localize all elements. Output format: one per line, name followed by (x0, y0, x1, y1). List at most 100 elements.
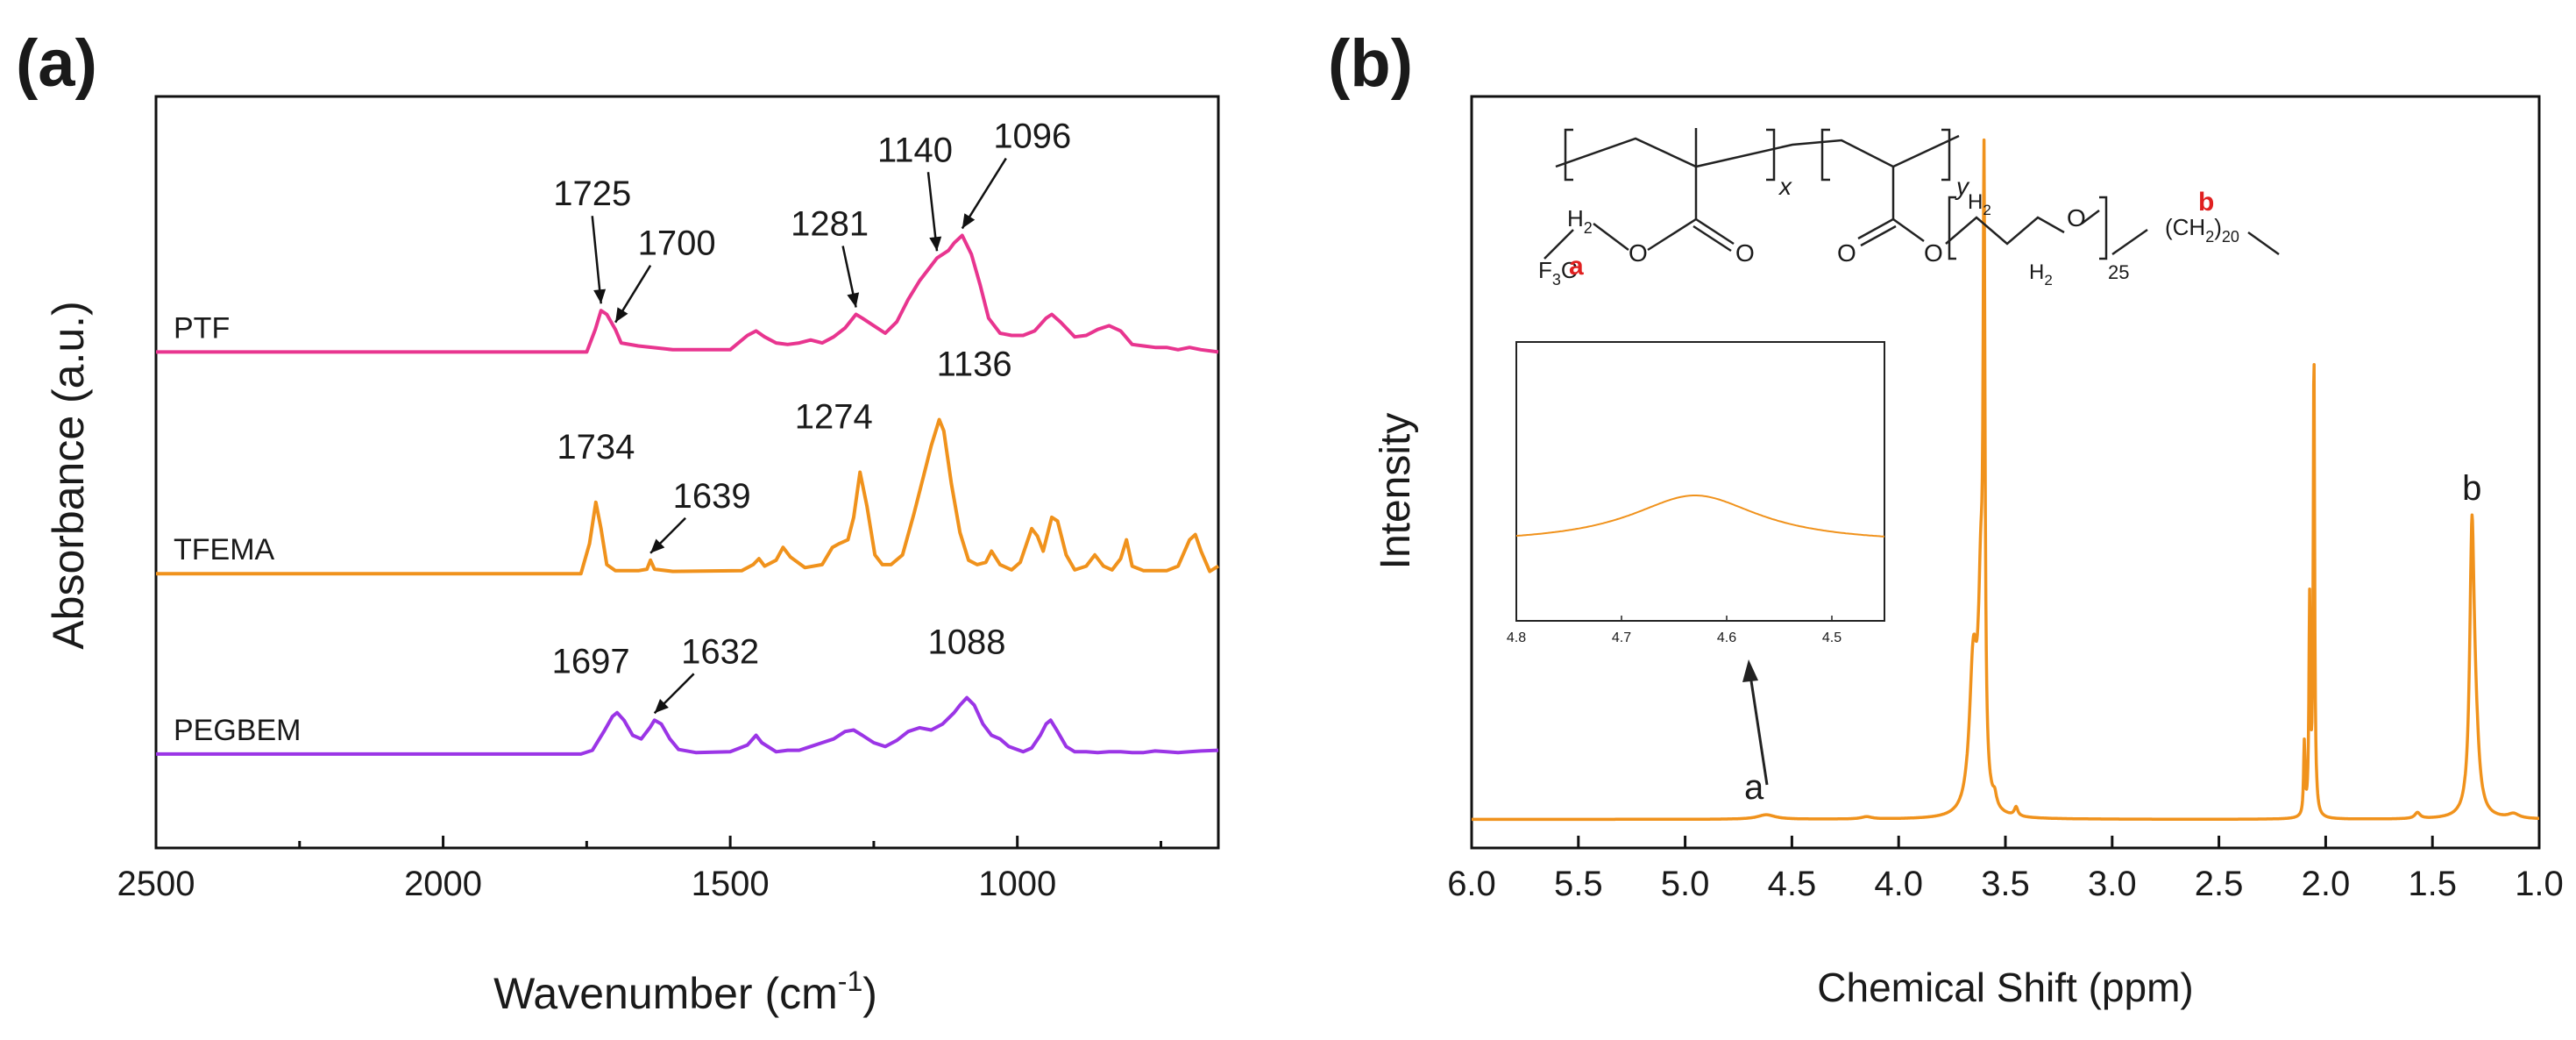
peak-annotation-a: a (1744, 768, 1764, 807)
panel-a-frame (154, 95, 1220, 850)
bracket-peg-left (1948, 196, 1956, 260)
x-tick-label: 1.0 (2515, 865, 2564, 903)
inset-x-tick-label: 4.5 (1822, 630, 1842, 645)
panel-a-x-axis-label: Wavenumber (cm-1) (493, 965, 877, 1018)
x-tick-label: 4.0 (1874, 865, 1923, 903)
x-tick-label: 1000 (978, 865, 1056, 903)
peak-label: 1281 (791, 205, 869, 244)
inset-x-ticks: 4.8 4.7 4.6 4.5 (1507, 616, 1842, 645)
alkyl-bond (2111, 228, 2148, 256)
ester1-o: O (1629, 239, 1648, 267)
peak-label: 1697 (552, 643, 630, 681)
cf3-bond (1543, 229, 1574, 260)
peg-o: O (2067, 204, 2086, 232)
ester1-carbonyl-o: O (1735, 239, 1755, 267)
peak-arrow-head (593, 288, 607, 304)
ester2-o: O (1924, 239, 1943, 267)
panel-b-x-ticks: 6.0 5.5 5.0 4.5 4.0 3.5 3.0 2.5 2.0 1.5 1.0 (1447, 836, 2564, 903)
subscript-x: x (1778, 173, 1792, 200)
inset-plot: 4.8 4.7 4.6 4.5 (1507, 341, 1885, 645)
backbone-bonds (1555, 134, 1960, 168)
x-tick-label: 1.5 (2408, 865, 2457, 903)
x-tick-label: 2.0 (2302, 865, 2351, 903)
x-tick-label: 2500 (117, 865, 195, 903)
inset-x-tick-label: 4.8 (1507, 630, 1526, 645)
peg-h2-top: H2 (1968, 190, 1991, 218)
peg-h2-bottom: H2 (2029, 260, 2053, 288)
x-tick-label: 6.0 (1447, 865, 1496, 903)
peak-arrow (591, 216, 602, 304)
ch2-a-group: H2 (1567, 205, 1593, 237)
series-line-tfema (156, 417, 1220, 576)
panel-a-label: (a) (16, 26, 97, 101)
ester2-carbonyl-2 (1860, 224, 1897, 247)
peak-label: 1725 (553, 175, 631, 213)
inset-curve (1515, 495, 1885, 538)
bracket-y-right (1941, 128, 1951, 182)
peak-label: 1274 (795, 398, 873, 437)
peak-label: 1700 (638, 224, 716, 263)
x-tick-label: 3.0 (2088, 865, 2137, 903)
peak-arrow-head (929, 236, 942, 252)
f3c-group: F3C (1538, 257, 1578, 288)
panel-a-x-ticks: 2500 2000 1500 1000 (117, 836, 1162, 903)
panel-a-y-axis-label: Absorbance (a.u.) (44, 301, 93, 649)
peak-annotation-b: b (2462, 469, 2481, 508)
series-name-ptf: PTF (174, 311, 230, 345)
panel-b-label: (b) (1328, 26, 1413, 101)
peak-arrow-head (654, 699, 669, 714)
panel-b-x-axis-label: Chemical Shift (ppm) (1817, 965, 2193, 1010)
peak-arrow-head (847, 292, 860, 308)
ester2-carbonyl-o: O (1837, 239, 1856, 267)
series-name-pegbem: PEGBEM (174, 714, 301, 747)
peak-arrow-head (615, 307, 628, 323)
bracket-peg-right (2099, 196, 2108, 260)
series-line-ptf (156, 233, 1219, 354)
proton-label-b: b (2198, 188, 2214, 217)
peak-label: 1136 (937, 345, 1012, 384)
peak-arrow-head (962, 213, 976, 229)
peg-bonds (1945, 216, 2065, 246)
bracket-x-right (1766, 128, 1776, 182)
subscript-25: 25 (2108, 261, 2129, 283)
peak-label: 1088 (928, 623, 1006, 662)
bracket-x-left (1564, 128, 1573, 182)
inset-arrow-line (1749, 674, 1769, 786)
proton-label-a: a (1569, 252, 1584, 281)
inset-x-tick-label: 4.7 (1612, 630, 1631, 645)
peak-label: 1632 (681, 632, 759, 671)
series-name-tfema: TFEMA (174, 533, 275, 566)
panel-b-series (1470, 138, 2541, 822)
panel-b-y-axis-label: Intensity (1373, 413, 1419, 570)
ester2-carbonyl-1 (1857, 217, 1894, 240)
x-tick-label: 5.5 (1554, 865, 1603, 903)
alkyl-end-bond (2247, 231, 2280, 256)
ester2-o-bond (1892, 217, 1925, 243)
ester1-carbonyl-1 (1695, 217, 1735, 246)
panel-b-annotations: ab (1744, 469, 2481, 807)
inset-arrow-head (1742, 659, 1758, 682)
nmr-spectrum-line (1470, 138, 2541, 822)
panel-a-series: PTF TFEMA PEGBEM (156, 233, 1220, 756)
ester1-o-bond (1647, 217, 1697, 252)
alkyl-ch2-group: (CH2)20 (2165, 214, 2239, 246)
x-tick-label: 1500 (692, 865, 770, 903)
x-tick-label: 4.5 (1768, 865, 1817, 903)
peak-label: 1140 (877, 131, 953, 169)
x-tick-label: 2.5 (2195, 865, 2244, 903)
peak-label: 1639 (673, 477, 751, 516)
x-tick-label: 3.5 (1981, 865, 2030, 903)
ester1-carbonyl-2 (1692, 224, 1732, 253)
x-tick-label: 2000 (404, 865, 482, 903)
panel-b: (b) 6.0 5.5 5.0 4.5 4.0 3.5 3.0 2.5 2.0 1.5 1.0 ab… (1328, 26, 2564, 1010)
subscript-y: y (1955, 173, 1970, 200)
peak-label: 1096 (993, 118, 1071, 156)
ester1-ch2-bond (1593, 223, 1629, 251)
peg-o-bond (2081, 210, 2100, 224)
chemical-structure (1543, 128, 2280, 260)
panel-a: (a) 2500 2000 1500 1000 PTF TFEMA PEGBEM 1725… (16, 26, 1220, 1018)
peak-arrow-head (650, 538, 665, 553)
series-line-pegbem (156, 695, 1219, 756)
